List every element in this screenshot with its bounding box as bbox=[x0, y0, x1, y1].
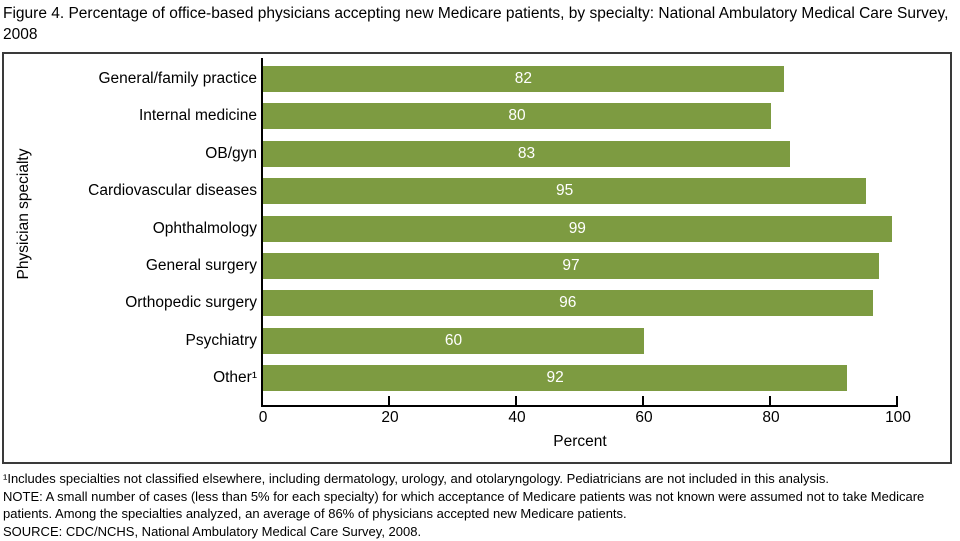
footnote-note: NOTE: A small number of cases (less than… bbox=[3, 488, 925, 522]
plot-area: 82 80 83 95 99 97 96 60 92 bbox=[261, 58, 898, 407]
bar-value-label: 99 bbox=[568, 219, 586, 237]
x-tick-label: 100 bbox=[885, 409, 911, 426]
bar: 82 bbox=[263, 66, 784, 92]
x-tick-label: 60 bbox=[635, 409, 653, 426]
bar: 99 bbox=[263, 215, 892, 242]
bar-value-label: 82 bbox=[514, 70, 532, 87]
bar: 60 bbox=[263, 327, 644, 354]
category-label: Orthopedic surgery bbox=[125, 294, 257, 312]
bar-value-label: 60 bbox=[444, 331, 463, 349]
x-tick-label: 20 bbox=[381, 409, 399, 426]
x-axis-title: Percent bbox=[553, 433, 607, 450]
x-tick-label: 40 bbox=[508, 409, 526, 426]
figure-title: Figure 4. Percentage of office-based phy… bbox=[3, 5, 949, 43]
bar-value-label: 96 bbox=[559, 294, 577, 312]
x-axis-tick bbox=[515, 396, 517, 405]
footnote-definition: ¹Includes specialties not classified els… bbox=[3, 471, 829, 486]
category-label: Ophthalmology bbox=[152, 219, 257, 237]
bar: 92 bbox=[263, 365, 848, 392]
bar-value-label: 92 bbox=[546, 369, 564, 387]
bar: 97 bbox=[263, 253, 879, 279]
x-axis-tick bbox=[388, 396, 390, 405]
bar: 83 bbox=[263, 140, 791, 167]
bar-value-label: 95 bbox=[556, 182, 574, 200]
bar: 80 bbox=[263, 103, 771, 130]
bar-value-label: 83 bbox=[517, 144, 536, 162]
bar-value-label: 97 bbox=[562, 257, 580, 274]
category-label: Other¹ bbox=[213, 369, 257, 387]
category-label: Internal medicine bbox=[138, 107, 257, 125]
x-axis-tick bbox=[896, 396, 898, 405]
category-label: Psychiatry bbox=[185, 331, 258, 349]
x-axis-tick bbox=[769, 396, 771, 405]
x-axis-tick bbox=[642, 396, 644, 405]
x-tick-label: 0 bbox=[258, 409, 268, 426]
footnotes: ¹Includes specialties not classified els… bbox=[3, 470, 953, 540]
category-label: OB/gyn bbox=[205, 144, 257, 162]
x-tick-label: 80 bbox=[762, 409, 780, 426]
footnote-source: SOURCE: CDC/NCHS, National Ambulatory Me… bbox=[3, 523, 422, 539]
bar-value-label: 80 bbox=[508, 107, 526, 125]
category-label: Cardiovascular diseases bbox=[88, 182, 257, 200]
category-label: General surgery bbox=[145, 257, 257, 274]
category-label: General/family practice bbox=[98, 70, 257, 87]
chart-panel: Physician specialty 82 80 83 95 99 97 96 60 92 G… bbox=[2, 52, 952, 464]
bar: 95 bbox=[263, 178, 867, 205]
bar: 96 bbox=[263, 290, 873, 317]
